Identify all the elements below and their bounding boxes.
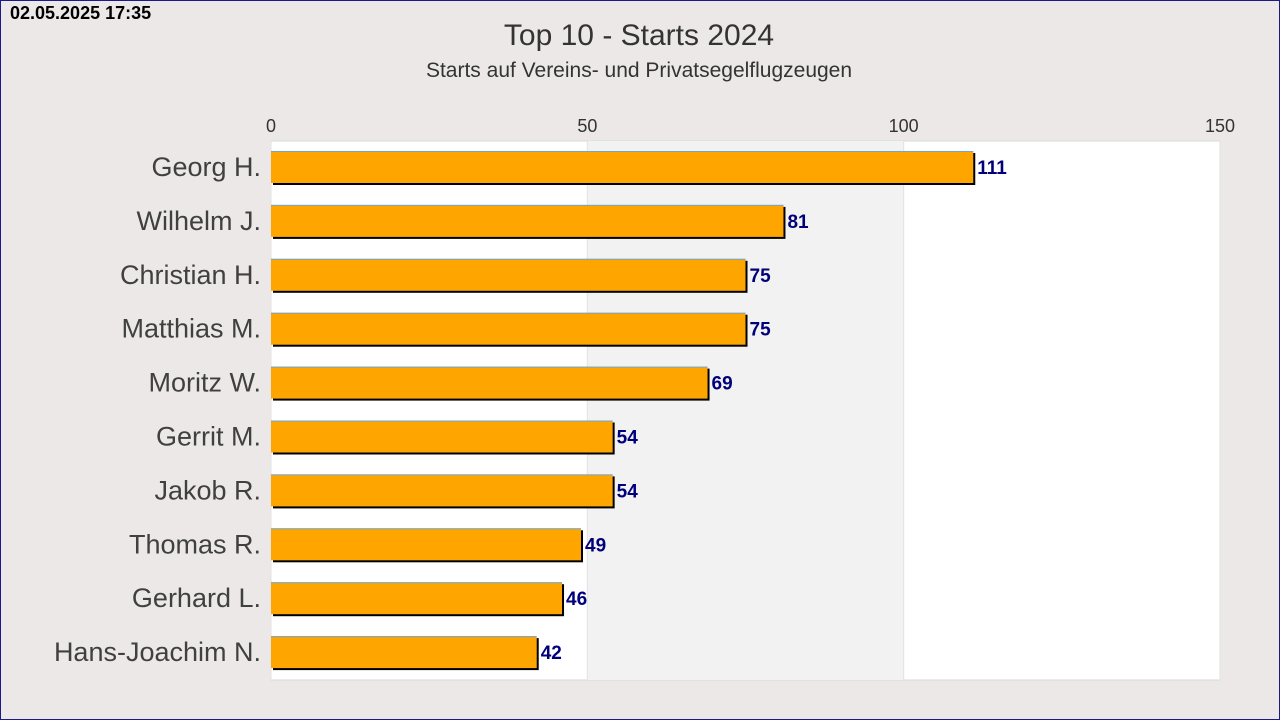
- category-label: Georg H.: [151, 152, 261, 182]
- category-label: Moritz W.: [149, 368, 262, 398]
- value-label: 54: [617, 428, 639, 449]
- value-label: 111: [977, 158, 1007, 179]
- bar: [271, 151, 974, 183]
- bar: [271, 312, 746, 345]
- bar: [271, 582, 563, 615]
- bar: [271, 474, 613, 507]
- bar: [271, 258, 746, 291]
- x-tick-label: 50: [577, 116, 597, 136]
- bars: [271, 151, 976, 671]
- x-axis-ticks: 0 50 100 150: [266, 116, 1235, 136]
- category-label: Wilhelm J.: [136, 206, 261, 236]
- value-label: 54: [617, 481, 639, 502]
- category-label: Christian H.: [120, 260, 261, 290]
- timestamp: 02.05.2025 17:35: [10, 3, 152, 23]
- category-label: Hans-Joachim N.: [54, 637, 261, 667]
- category-labels: Georg H. Wilhelm J. Christian H. Matthias M…: [54, 152, 261, 667]
- x-tick-label: 150: [1205, 116, 1235, 136]
- value-label: 81: [787, 212, 809, 233]
- chart-subtitle: Starts auf Vereins- und Privatsegelflugz…: [425, 59, 853, 82]
- x-tick-label: 0: [266, 116, 276, 136]
- chart-title: Top 10 - Starts 2024: [503, 19, 775, 52]
- category-label: Thomas R.: [129, 529, 261, 559]
- category-label: Gerhard L.: [132, 583, 261, 613]
- x-tick-label: 100: [889, 116, 919, 136]
- bar: [271, 420, 613, 453]
- value-label: 75: [750, 266, 772, 287]
- value-label: 49: [585, 535, 606, 556]
- value-label: 69: [712, 374, 733, 395]
- value-label: 42: [541, 643, 562, 664]
- bar: [271, 366, 708, 399]
- category-label: Gerrit M.: [156, 422, 261, 452]
- category-label: Matthias M.: [121, 314, 261, 344]
- bar: [271, 204, 784, 237]
- category-label: Jakob R.: [154, 475, 261, 505]
- bar: [271, 528, 582, 561]
- value-label: 75: [750, 320, 772, 341]
- value-labels: 111 81 75 75 69 54 54 49 46 42: [541, 158, 1008, 664]
- value-label: 46: [566, 589, 587, 610]
- bar: [271, 636, 537, 669]
